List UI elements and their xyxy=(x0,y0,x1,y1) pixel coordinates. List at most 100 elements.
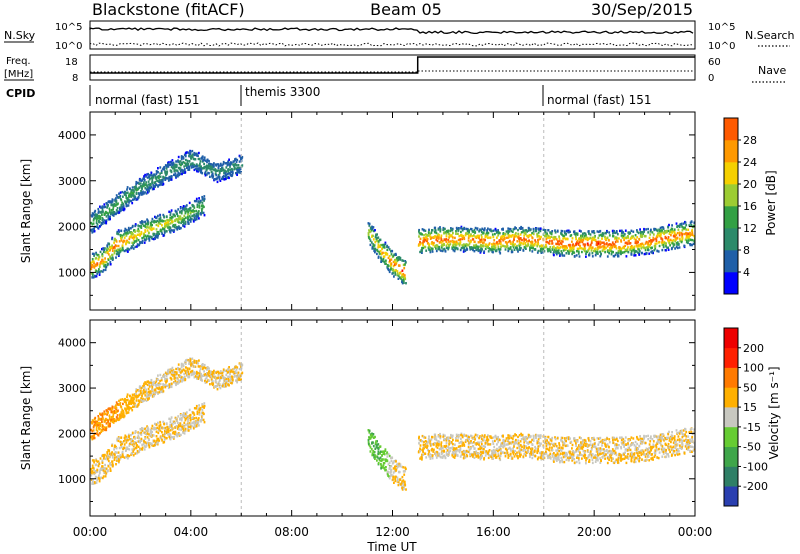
power-cell xyxy=(549,246,552,249)
power-cell xyxy=(198,197,200,200)
velocity-cell xyxy=(94,421,97,424)
power-cell xyxy=(632,248,635,252)
power-cell xyxy=(228,172,230,175)
power-cell xyxy=(238,171,241,174)
power-cell xyxy=(140,190,142,193)
power-cell xyxy=(110,203,113,206)
power-cell xyxy=(115,209,118,212)
power-cell xyxy=(162,178,164,181)
power-cell xyxy=(131,194,134,197)
velocity-cell xyxy=(375,440,377,443)
power-cell xyxy=(574,243,577,247)
velocity-cell xyxy=(98,474,100,477)
power-cell xyxy=(196,154,198,157)
power-cell xyxy=(541,244,543,248)
power-cell xyxy=(661,229,664,232)
power-cell xyxy=(117,244,120,248)
velocity-cell xyxy=(139,389,142,392)
velocity-cell xyxy=(125,398,128,402)
power-cell xyxy=(601,234,604,238)
velocity-cell xyxy=(155,391,158,394)
power-cell xyxy=(133,240,136,243)
power-cell xyxy=(537,231,540,234)
velocity-cell xyxy=(115,406,118,410)
velocity-cell xyxy=(225,369,228,372)
power-cell xyxy=(460,227,463,230)
power-cell xyxy=(390,267,392,270)
velocity-cell xyxy=(124,434,127,437)
velocity-cell xyxy=(170,383,173,387)
colorbar-segment xyxy=(724,228,738,251)
power-cell xyxy=(174,163,176,166)
power-cell xyxy=(191,209,193,213)
power-cell xyxy=(384,242,387,246)
velocity-cell xyxy=(197,420,200,423)
power-cell xyxy=(606,245,609,248)
power-cell xyxy=(201,198,204,201)
power-cell xyxy=(179,211,181,214)
velocity-cell xyxy=(133,441,136,444)
power-cell xyxy=(402,272,405,276)
power-cell xyxy=(183,209,186,212)
power-cell xyxy=(669,229,672,232)
power-cell xyxy=(436,239,439,243)
velocity-cell xyxy=(148,385,151,388)
power-cell xyxy=(201,207,204,210)
power-cell xyxy=(539,237,542,240)
power-cell xyxy=(157,222,160,225)
power-cell xyxy=(206,164,208,167)
power-cell xyxy=(139,233,141,236)
power-cell xyxy=(675,245,678,249)
power-cell xyxy=(445,238,448,241)
power-cell xyxy=(396,259,399,263)
power-cell xyxy=(642,246,644,249)
power-cell xyxy=(490,229,493,233)
power-cell xyxy=(125,201,128,204)
power-cell xyxy=(551,239,553,243)
power-cell xyxy=(193,210,196,213)
velocity-cell xyxy=(397,483,400,487)
power-cell xyxy=(182,206,184,209)
power-cell xyxy=(654,245,657,248)
velocity-cell xyxy=(190,373,193,377)
power-cell xyxy=(125,241,128,245)
power-cell xyxy=(471,238,474,241)
power-cell xyxy=(372,234,374,238)
power-cell xyxy=(184,155,187,158)
power-cell xyxy=(560,232,563,236)
power-cell xyxy=(445,232,448,235)
power-cell xyxy=(385,262,387,265)
power-cell xyxy=(521,226,524,230)
power-cell xyxy=(653,228,656,231)
velocity-cell xyxy=(126,454,129,457)
power-cell xyxy=(107,204,109,207)
velocity-cell xyxy=(192,427,195,430)
power-cell xyxy=(546,247,549,251)
power-cell xyxy=(191,156,194,159)
velocity-cell xyxy=(105,427,107,430)
velocity-cell xyxy=(111,463,114,467)
power-cell xyxy=(536,233,538,236)
power-cell xyxy=(160,229,163,232)
power-cell xyxy=(418,243,420,246)
power-cell xyxy=(138,192,140,195)
velocity-cell xyxy=(125,448,128,451)
velocity-cell xyxy=(169,371,172,374)
power-cell xyxy=(233,163,235,166)
power-cell xyxy=(160,183,162,186)
power-cell xyxy=(376,233,378,236)
power-cell xyxy=(638,248,640,251)
velocity-cell xyxy=(108,418,111,421)
power-cell xyxy=(454,247,457,251)
power-cell xyxy=(196,205,199,209)
velocity-cell xyxy=(119,398,122,401)
power-cell xyxy=(583,244,586,247)
power-cell xyxy=(497,231,500,234)
power-cell xyxy=(676,243,678,246)
velocity-cell xyxy=(105,472,108,475)
power-cell xyxy=(108,207,111,210)
power-cell xyxy=(390,258,393,261)
velocity-cell xyxy=(147,429,150,433)
power-cell xyxy=(139,178,142,181)
velocity-cell xyxy=(164,426,167,430)
